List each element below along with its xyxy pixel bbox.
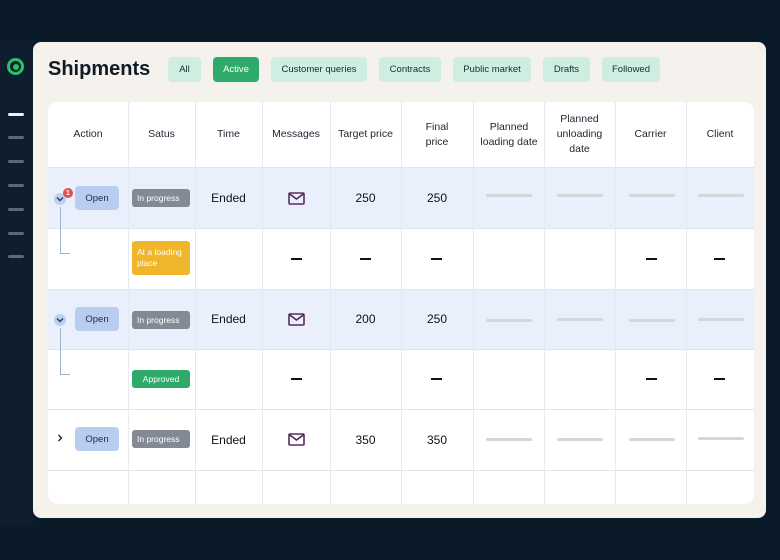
nav-item[interactable] (8, 160, 24, 163)
tree-connector (60, 207, 70, 254)
open-button[interactable]: Open (75, 307, 119, 331)
final-price-value: 350 (426, 432, 448, 447)
placeholder-bar (557, 318, 603, 321)
time-value: Ended (211, 191, 246, 205)
nav-item[interactable] (8, 208, 24, 211)
open-button[interactable]: Open (75, 186, 119, 210)
message-cell[interactable] (262, 289, 330, 349)
status-badge: In progress (132, 311, 190, 329)
logo-icon[interactable] (7, 58, 24, 75)
side-rail (0, 40, 33, 525)
open-button[interactable]: Open (75, 427, 119, 451)
placeholder-bar (557, 194, 603, 197)
collapse-chevron-icon[interactable] (54, 314, 66, 326)
filter-public-market[interactable]: Public market (453, 57, 531, 82)
status-badge: At a loading place (132, 241, 190, 275)
placeholder-bar (629, 319, 675, 322)
notification-badge: 1 (63, 188, 73, 198)
final-price-value: 250 (426, 312, 448, 326)
envelope-icon[interactable] (287, 191, 305, 205)
nav-item-active[interactable] (8, 113, 24, 116)
message-cell[interactable] (262, 168, 330, 228)
target-price-value: 350 (355, 432, 376, 447)
tree-connector (60, 328, 70, 375)
filter-drafts[interactable]: Drafts (543, 57, 590, 82)
empty-dash (431, 378, 442, 380)
empty-dash (714, 378, 725, 380)
placeholder-bar (698, 318, 744, 321)
col-header-planned-unloading: Planned unloading date (556, 113, 603, 155)
col-header-action: Action (73, 128, 103, 140)
col-header-carrier: Carrier (634, 128, 667, 140)
status-badge: In progress (132, 430, 190, 448)
empty-dash (291, 258, 302, 260)
placeholder-bar (698, 194, 744, 197)
col-header-target-price: Target price (338, 128, 393, 140)
status-badge: In progress (132, 189, 190, 207)
envelope-icon[interactable] (287, 433, 305, 446)
expand-chevron-icon[interactable] (55, 432, 65, 444)
col-header-planned-loading: Planned loading date (480, 120, 538, 148)
final-price-value: 250 (426, 191, 448, 205)
main-panel: Shipments All Active Customer queries Co… (33, 42, 766, 518)
time-value: Ended (211, 432, 246, 447)
placeholder-bar (629, 438, 675, 441)
col-header-final-price: Final price (425, 120, 449, 148)
col-header-client: Client (706, 128, 734, 140)
message-cell[interactable] (262, 409, 330, 470)
empty-dash (646, 258, 657, 260)
placeholder-bar (557, 438, 603, 441)
placeholder-bar (486, 438, 532, 441)
status-badge: Approved (132, 370, 190, 388)
envelope-icon[interactable] (287, 312, 305, 326)
empty-dash (431, 258, 442, 260)
shipments-table: Action Satus Time Messages Target price … (48, 102, 754, 504)
nav-item[interactable] (8, 232, 24, 235)
time-value: Ended (211, 312, 246, 326)
target-price-value: 250 (355, 191, 376, 205)
col-header-time: Time (217, 128, 240, 140)
placeholder-bar (486, 194, 532, 197)
col-header-status: Satus (148, 128, 175, 140)
empty-dash (291, 378, 302, 380)
filter-all[interactable]: All (168, 57, 201, 82)
target-price-value: 200 (355, 312, 376, 326)
filter-active[interactable]: Active (213, 57, 259, 82)
placeholder-bar (486, 319, 532, 322)
nav-item[interactable] (8, 136, 24, 139)
empty-dash (360, 258, 371, 260)
nav-item[interactable] (8, 255, 24, 258)
page-title: Shipments (48, 58, 151, 80)
placeholder-bar (629, 194, 675, 197)
filter-followed[interactable]: Followed (602, 57, 660, 82)
placeholder-bar (698, 437, 744, 440)
filter-contracts[interactable]: Contracts (379, 57, 441, 82)
nav-item[interactable] (8, 184, 24, 187)
filter-customer-queries[interactable]: Customer queries (271, 57, 367, 82)
col-header-messages: Messages (272, 128, 320, 140)
empty-dash (714, 258, 725, 260)
empty-dash (646, 378, 657, 380)
